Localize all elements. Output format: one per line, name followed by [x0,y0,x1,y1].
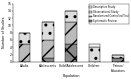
Y-axis label: Number of Studies: Number of Studies [2,17,6,48]
Bar [19,44,30,62]
Legend: Descriptive Study, Observational Study, Randomized Controlled Trial, Systematic : Descriptive Study, Observational Study, … [89,4,129,24]
Bar [65,11,77,22]
Bar [89,47,100,62]
X-axis label: Population: Population [62,74,80,78]
Bar [112,58,124,62]
Bar [89,44,100,47]
Bar [65,22,77,44]
Bar [42,58,54,62]
Bar [42,22,54,40]
Bar [112,55,124,58]
Bar [42,40,54,58]
Bar [19,33,30,44]
Bar [65,44,77,62]
